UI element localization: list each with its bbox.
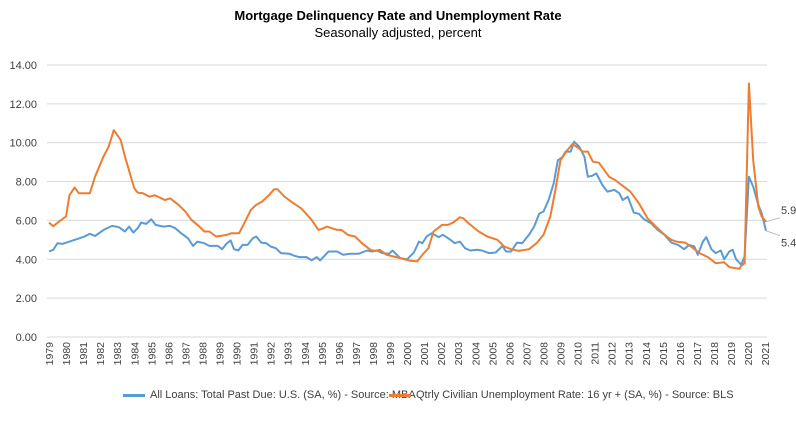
y-tick-label: 4.00 (16, 254, 37, 266)
x-tick-label: 2003 (453, 342, 465, 366)
legend-item-mba: All Loans: Total Past Due: U.S. (SA, %) … (123, 389, 416, 401)
x-tick-label: 2010 (573, 342, 585, 366)
data-label: 5.47 (781, 238, 796, 250)
x-tick-label: 1997 (351, 342, 363, 366)
x-tick-label: 2004 (470, 342, 482, 366)
x-tick-label: 1983 (112, 342, 124, 366)
y-tick-label: 6.00 (16, 215, 37, 227)
x-tick-label: 2014 (641, 342, 653, 366)
x-tick-label: 1988 (197, 342, 209, 366)
x-tick-label: 2001 (419, 342, 431, 366)
y-tick-label: 2.00 (16, 293, 37, 305)
x-tick-label: 1982 (95, 342, 107, 366)
y-tick-label: 10.00 (9, 138, 37, 150)
x-tick-label: 2007 (521, 342, 533, 366)
chart-subtitle: Seasonally adjusted, percent (314, 25, 482, 40)
y-tick-label: 12.00 (9, 99, 37, 111)
series-line-unemployment (48, 82, 767, 270)
x-tick-label: 2019 (726, 342, 738, 366)
data-label-leader (765, 230, 781, 237)
x-tick-label: 2016 (675, 342, 687, 366)
y-tick-label: 0.00 (16, 332, 37, 344)
x-tick-label: 2017 (692, 342, 704, 366)
x-tick-label: 2009 (556, 342, 568, 366)
x-tick-label: 2013 (624, 342, 636, 366)
data-label: 5.93 (781, 205, 796, 217)
x-tick-label: 1993 (283, 342, 295, 366)
x-tick-label: 2008 (538, 342, 550, 366)
chart-title: Mortgage Delinquency Rate and Unemployme… (234, 8, 562, 23)
x-tick-label: 1985 (146, 342, 158, 366)
legend-swatch-orange (389, 393, 411, 397)
legend-item-bls: Qtrly Civilian Unemployment Rate: 16 yr … (389, 389, 734, 401)
legend-label: Qtrly Civilian Unemployment Rate: 16 yr … (416, 389, 734, 401)
x-tick-label: 1994 (300, 342, 312, 366)
x-tick-label: 2021 (760, 342, 772, 366)
x-tick-label: 1989 (215, 342, 227, 366)
x-tick-label: 1991 (249, 342, 261, 366)
legend-label: All Loans: Total Past Due: U.S. (SA, %) … (150, 389, 416, 401)
y-tick-label: 8.00 (16, 177, 37, 189)
x-tick-label: 1998 (368, 342, 380, 366)
x-tick-label: 1995 (317, 342, 329, 366)
x-tick-label: 1996 (334, 342, 346, 366)
x-tick-label: 2020 (743, 342, 755, 366)
x-tick-label: 1979 (44, 342, 56, 366)
x-tick-label: 2006 (504, 342, 516, 366)
series-line-delinquency (48, 140, 767, 266)
x-tick-label: 1981 (78, 342, 90, 366)
y-tick-label: 14.00 (9, 60, 37, 72)
x-tick-label: 1984 (129, 342, 141, 366)
x-tick-label: 1999 (385, 342, 397, 366)
x-tick-label: 1987 (180, 342, 192, 366)
x-tick-label: 1980 (61, 342, 73, 366)
x-tick-label: 2002 (436, 342, 448, 366)
x-tick-label: 2011 (590, 342, 602, 365)
x-tick-label: 2018 (709, 342, 721, 366)
data-label-leader (765, 217, 781, 223)
x-tick-label: 2012 (607, 342, 619, 366)
x-tick-label: 2005 (487, 342, 499, 366)
x-tick-label: 2015 (658, 342, 670, 366)
x-tick-label: 1986 (163, 342, 175, 366)
x-tick-label: 1990 (232, 342, 244, 366)
x-tick-label: 2000 (402, 342, 414, 366)
legend-swatch-blue (123, 393, 145, 397)
x-tick-label: 1992 (266, 342, 278, 366)
